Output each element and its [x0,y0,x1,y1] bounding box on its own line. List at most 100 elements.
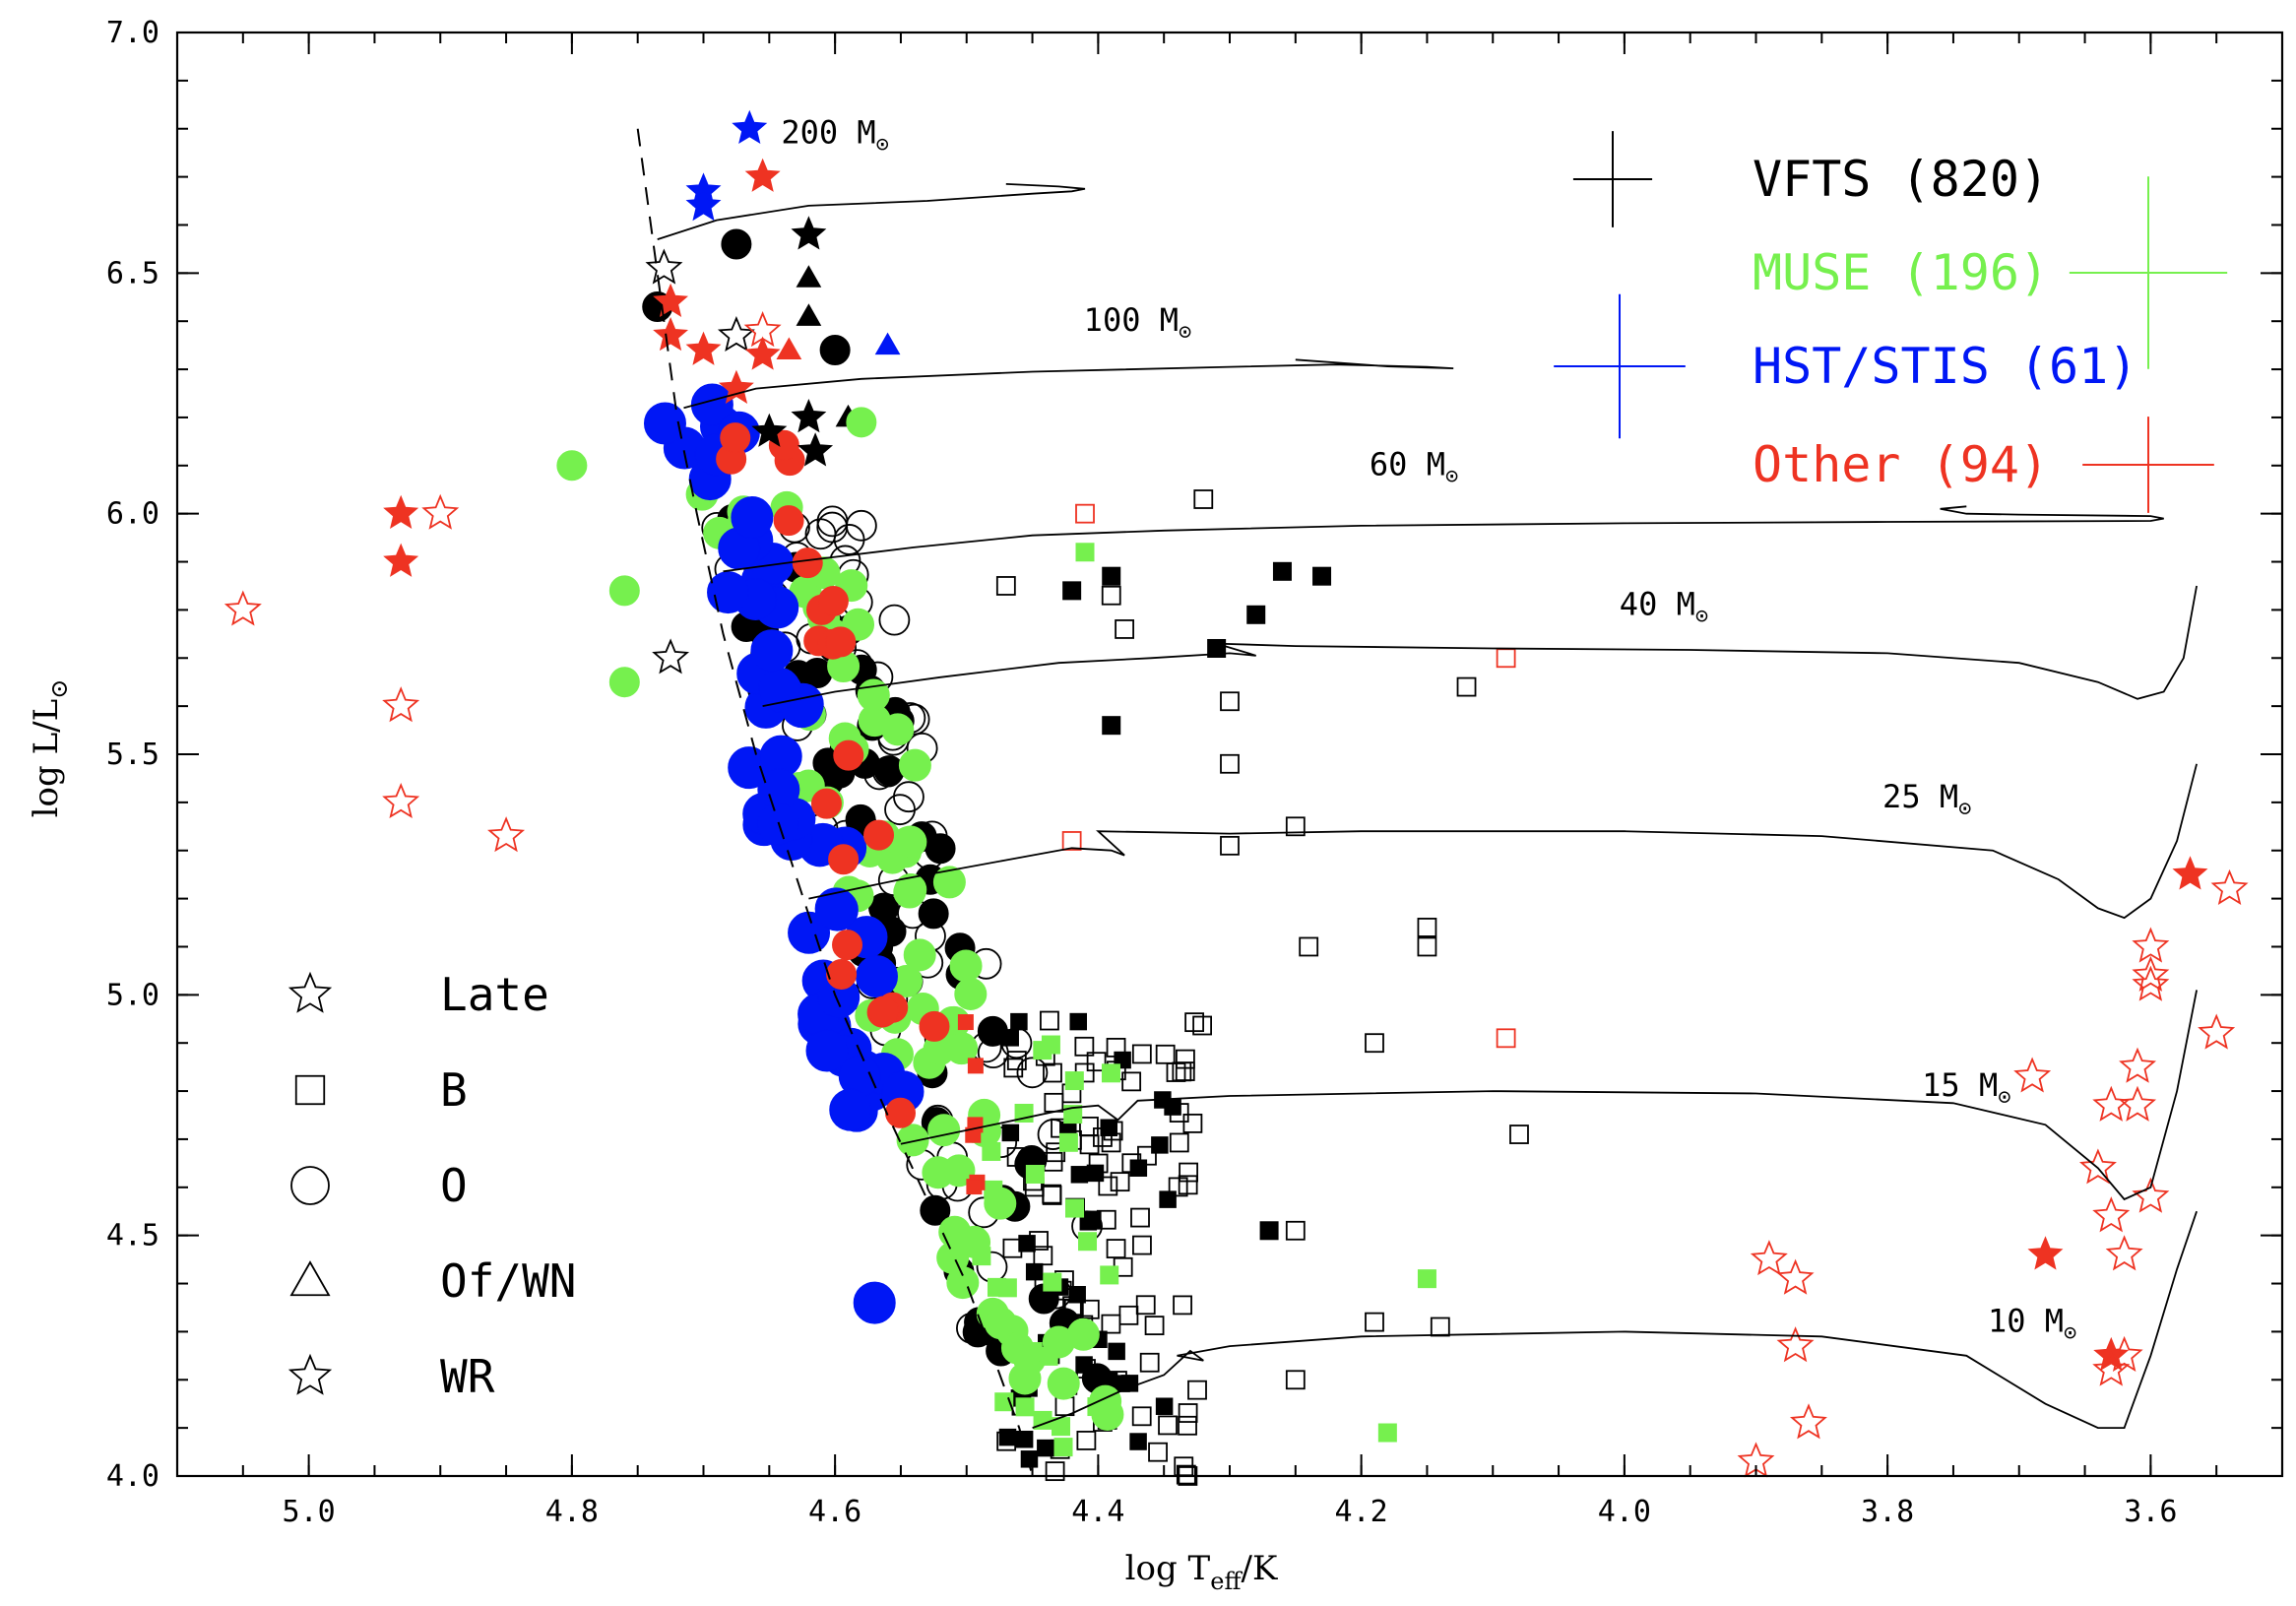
highlight-marker [744,336,781,370]
highlight-marker [685,187,722,222]
x-tick-label: 4.2 [1335,1495,1388,1529]
star-marker [1058,1132,1078,1152]
star-marker [1139,1352,1160,1373]
y-axis: 4.0 4.5 5.0 5.5 6.0 6.5 7.0 [106,16,2282,1494]
star-marker [826,958,858,990]
star-marker [936,1241,970,1274]
track-label: 100 M⊙ [1084,301,1192,345]
star-marker [1086,1052,1107,1072]
highlight-marker [2172,856,2208,890]
star-marker [868,996,900,1027]
highlight-marker [751,413,788,447]
star-marker [1064,1071,1084,1091]
star-marker [903,938,936,972]
star-marker [1100,1119,1117,1137]
survey-legend: VFTS (820) MUSE (196) HST/STIS (61) Other (… [1554,131,2228,513]
key-symbol-star [287,971,333,1013]
highlight-marker [2132,965,2170,1001]
star-marker [1023,1342,1043,1362]
highlight-marker [791,216,827,250]
star-marker [878,604,911,636]
x-axis: 5.0 4.8 4.6 4.4 4.2 4.0 3.8 3.6 [176,32,2283,1529]
star-marker [894,825,927,859]
highlight-marker [1776,1258,1815,1295]
highlight-marker [1750,1240,1788,1276]
highlight-marker [1102,716,1121,736]
highlight-marker [2210,868,2249,906]
highlight-marker [1220,753,1240,774]
track-label: 25 M⊙ [1882,778,1971,821]
highlight-marker [382,782,420,818]
highlight-marker [1789,1403,1827,1440]
star-marker [1074,1036,1095,1057]
y-tick-label: 6.5 [106,256,159,290]
star-marker [1110,1172,1130,1192]
star-marker [1008,1362,1042,1395]
highlight-marker [846,407,877,438]
star-marker [828,844,860,875]
star-marker [1148,1442,1168,1462]
star-marker [707,571,750,614]
highlight-marker [556,450,588,482]
highlight-marker [1115,619,1134,639]
star-marker [1155,1044,1176,1064]
highlight-marker [1776,1326,1815,1363]
highlight-marker [796,303,822,326]
star-marker [1076,1431,1097,1450]
star-marker [1159,1190,1177,1208]
star-marker [833,524,865,555]
track-label: 200 M⊙ [781,113,889,157]
star-marker [1130,1207,1150,1228]
highlight-marker [1377,1423,1397,1443]
star-marker [1132,1235,1152,1255]
highlight-marker [383,543,419,577]
star-marker [855,955,898,998]
star-marker [881,713,915,746]
star-marker [750,629,794,673]
highlight-marker [652,638,690,675]
highlight-marker [2119,1047,2157,1083]
x-tick-label: 3.8 [1861,1495,1914,1529]
highlight-marker [2092,1085,2131,1122]
legend-label: MUSE (196) [1753,244,2049,301]
star-marker [1179,1162,1199,1183]
star-marker [1168,1177,1188,1197]
star-marker [1047,1367,1080,1400]
star-marker [1182,1113,1203,1133]
star-marker [1158,1415,1178,1436]
star-marker [966,1179,983,1195]
x-tick-label: 4.4 [1071,1495,1124,1529]
track-60msun [723,505,2164,573]
star-marker [919,1010,950,1042]
star-marker [805,1029,849,1072]
y-tick-label: 7.0 [106,16,159,50]
star-marker [1086,1164,1105,1183]
star-marker [814,887,858,931]
highlight-marker [1220,835,1240,856]
star-marker [1079,1299,1100,1319]
star-marker [949,949,983,983]
track-label: 15 M⊙ [1922,1066,2010,1110]
highlight-marker [819,335,851,366]
star-marker [1016,1057,1049,1089]
track-15msun [900,990,2198,1201]
star-marker [1106,1239,1126,1258]
star-marker [884,794,916,826]
highlight-marker [1299,936,1319,957]
track-25msun [808,763,2198,920]
x-tick-label: 3.6 [2124,1495,2177,1529]
highlight-marker [2119,1085,2157,1122]
star-marker [829,1088,872,1131]
highlight-marker [382,686,420,723]
star-marker [720,422,751,454]
star-marker [1173,1295,1192,1316]
key-label: O [440,1159,468,1212]
star-marker [1044,1092,1064,1113]
star-marker [922,1156,955,1189]
star-marker [1070,1166,1089,1184]
star-marker [1187,1380,1207,1400]
star-marker [982,1141,1001,1161]
star-marker [731,496,774,540]
highlight-marker [995,576,1016,596]
highlight-marker [797,432,834,467]
